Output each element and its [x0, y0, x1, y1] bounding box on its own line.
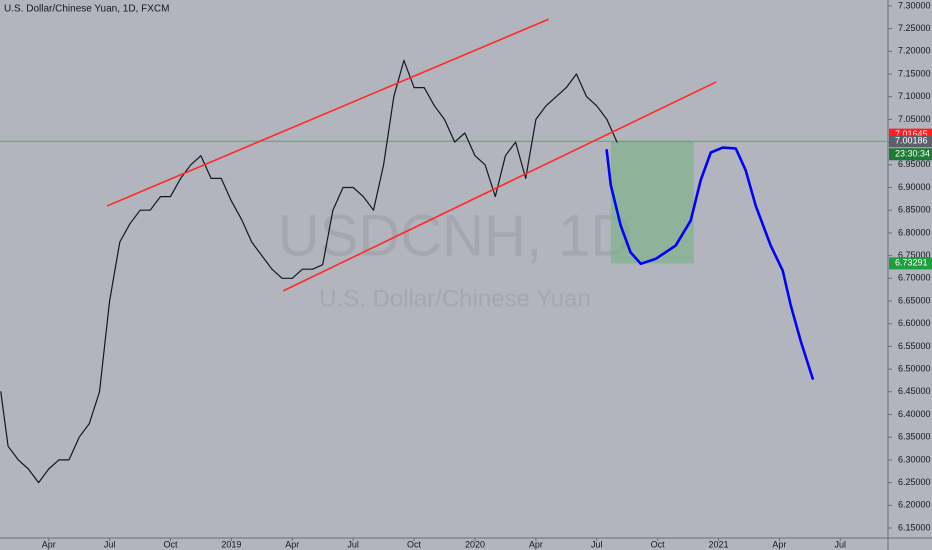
- y-tick-label: 6.50000: [898, 363, 931, 373]
- y-tick-label: 6.85000: [898, 205, 931, 215]
- y-tick-label: 6.90000: [898, 182, 931, 192]
- series-line: [605, 146, 814, 380]
- watermark-subtitle: U.S. Dollar/Chinese Yuan: [319, 285, 591, 312]
- y-tick-label: 6.95000: [898, 159, 931, 169]
- x-tick-label: Jul: [835, 539, 847, 549]
- x-tick-label: Oct: [651, 539, 666, 549]
- price-tag: [889, 135, 932, 148]
- x-tick-label: Oct: [407, 539, 422, 549]
- y-tick-label: 7.10000: [898, 91, 931, 101]
- x-tick-label: Apr: [529, 539, 543, 549]
- x-tick-label: Apr: [42, 539, 56, 549]
- series-line: [106, 18, 549, 207]
- x-tick-label: Jul: [591, 539, 603, 549]
- y-tick-label: 6.25000: [898, 477, 931, 487]
- series-line: [283, 81, 717, 292]
- x-tick-label: Jul: [104, 539, 116, 549]
- price-tag-label: 6.73291: [895, 258, 928, 268]
- y-tick-label: 6.15000: [898, 522, 931, 532]
- countdown-bg: [889, 148, 932, 161]
- y-tick-label: 6.40000: [898, 409, 931, 419]
- series-line: [0, 59, 618, 484]
- y-tick-label: 6.20000: [898, 500, 931, 510]
- x-tick-label: Apr: [285, 539, 299, 549]
- x-tick-label: Oct: [163, 539, 178, 549]
- y-tick-label: 7.30000: [898, 0, 931, 10]
- y-tick-label: 7.05000: [898, 114, 931, 124]
- x-tick-label: 2019: [221, 539, 241, 549]
- y-tick-label: 6.80000: [898, 227, 931, 237]
- x-tick-label: Apr: [772, 539, 786, 549]
- y-tick-label: 6.35000: [898, 432, 931, 442]
- chart-title: U.S. Dollar/Chinese Yuan, 1D, FXCM: [4, 4, 169, 15]
- y-tick-label: 6.45000: [898, 386, 931, 396]
- x-tick-label: 2020: [465, 539, 485, 549]
- y-tick-label: 7.25000: [898, 23, 931, 33]
- price-tag-label: 7.01645: [895, 129, 928, 139]
- watermark: USDCNH, 1D: [278, 203, 633, 268]
- y-tick-label: 7.15000: [898, 68, 931, 78]
- x-tick-label: Jul: [347, 539, 359, 549]
- x-tick-label: 2021: [709, 539, 729, 549]
- y-tick-label: 6.60000: [898, 318, 931, 328]
- y-tick-label: 6.70000: [898, 273, 931, 283]
- position-box: [610, 141, 694, 264]
- y-tick-label: 6.55000: [898, 341, 931, 351]
- y-tick-label: 6.65000: [898, 295, 931, 305]
- y-tick-label: 7.20000: [898, 46, 931, 56]
- countdown-label: 23:30:34: [895, 149, 930, 159]
- price-tag: [889, 257, 932, 270]
- y-tick-label: 6.30000: [898, 454, 931, 464]
- price-tag-label: 7.00186: [895, 136, 928, 146]
- y-tick-label: 6.75000: [898, 250, 931, 260]
